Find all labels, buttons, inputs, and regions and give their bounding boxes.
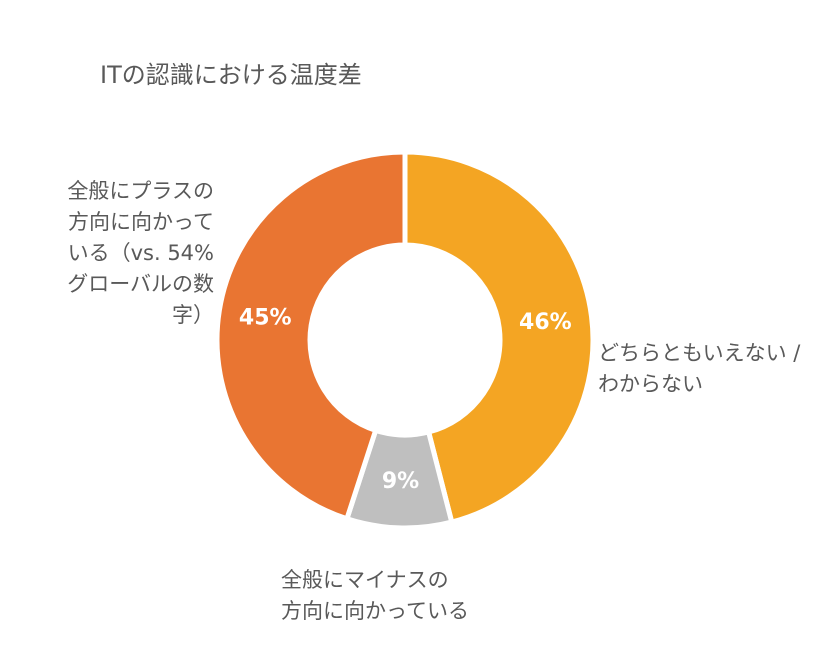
label-plus-line2: 方向に向かって — [68, 210, 214, 234]
label-minus-line2: 方向に向かっている — [281, 599, 469, 623]
value-label-plus: 45% — [239, 305, 292, 330]
label-neutral-line1: どちらともいえない / — [598, 341, 801, 365]
label-neutral-line2: わからない — [598, 372, 703, 396]
label-minus-line1: 全般にマイナスの — [281, 568, 449, 592]
label-plus-line4: グローバルの数 — [67, 272, 214, 296]
value-label-neutral: 46% — [519, 310, 572, 335]
label-plus-line3: いる（vs. 54% — [67, 241, 214, 265]
chart-title: ITの認識における温度差 — [100, 61, 362, 89]
label-plus-line1: 全般にプラスの — [67, 179, 214, 203]
label-neutral: どちらともいえない / わからない — [598, 338, 838, 400]
label-plus: 全般にプラスの 方向に向かって いる（vs. 54% グローバルの数 字） — [9, 176, 214, 331]
label-minus: 全般にマイナスの 方向に向かっている — [281, 565, 541, 627]
value-label-minus: 9% — [382, 469, 419, 494]
slice-neutral — [402, 149, 596, 526]
label-plus-line5: 字） — [172, 303, 214, 327]
slice-plus — [214, 149, 408, 522]
